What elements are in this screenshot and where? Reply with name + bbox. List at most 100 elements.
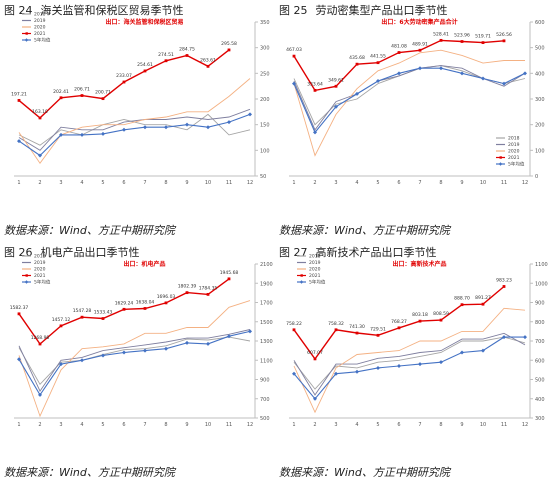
series-line-2019 [293, 332, 526, 396]
x-tick-label: 8 [164, 180, 167, 186]
data-label: 528.41 [433, 31, 449, 37]
data-point [38, 392, 42, 397]
data-label: 254.61 [137, 62, 153, 68]
data-point [481, 302, 485, 306]
data-label: 274.51 [158, 52, 174, 58]
figure-caption: 高新技术产品出口季节性 [315, 246, 437, 259]
y-tick-label: 100 [535, 148, 545, 154]
x-tick-label: 11 [226, 422, 232, 428]
x-tick-label: 8 [439, 180, 442, 186]
data-label: 741.30 [349, 324, 365, 330]
data-point [376, 365, 380, 370]
y-tick-label: 700 [535, 339, 545, 345]
legend-label: 2020 [309, 267, 321, 273]
x-tick-label: 1 [292, 422, 295, 428]
figure-title: 图 25 劳动密集型产品出口季节性 [279, 2, 448, 18]
legend-label: 2018 [508, 136, 520, 142]
data-point [248, 329, 252, 334]
data-point [292, 371, 296, 376]
x-tick-label: 2 [313, 422, 316, 428]
figure-panel-24: 图 24 海关监管和保税区贸易季节性 50 100 150 200 250 300 350 1 2… [0, 0, 275, 242]
y-tick-label: 1500 [260, 320, 273, 326]
data-point [185, 122, 189, 127]
y-tick-label: 400 [535, 71, 545, 77]
legend-marker [300, 274, 303, 277]
data-point [523, 335, 527, 340]
data-label: 803.18 [412, 312, 428, 318]
data-label: 983.23 [496, 277, 512, 283]
data-point [59, 362, 63, 367]
x-tick-label: 2 [38, 180, 41, 186]
y-tick-label: 1900 [260, 281, 273, 287]
legend-marker [24, 38, 29, 42]
x-tick-label: 5 [376, 422, 379, 428]
data-point [418, 362, 422, 367]
y-tick-label: 1000 [535, 281, 548, 287]
data-label: 1802.39 [178, 284, 197, 290]
y-tick-label: 900 [535, 301, 545, 307]
data-label: 1629.24 [115, 300, 134, 306]
x-tick-label: 3 [59, 180, 62, 186]
legend-marker [25, 32, 28, 35]
data-point [292, 328, 296, 332]
data-source: 数据来源：Wind、方正中期研究院 [4, 224, 175, 237]
y-tick-label: 1300 [260, 339, 273, 345]
data-point [439, 38, 443, 42]
data-point [38, 342, 42, 346]
y-tick-label: 150 [260, 123, 270, 129]
data-label: 263.61 [200, 57, 216, 63]
data-point [122, 80, 126, 84]
x-tick-label: 4 [355, 180, 358, 186]
x-tick-label: 3 [59, 422, 62, 428]
data-point [206, 125, 210, 130]
y-tick-label: 1100 [260, 358, 273, 364]
data-point [502, 285, 506, 288]
data-point [355, 62, 359, 66]
data-label: 284.75 [179, 46, 195, 52]
data-point [292, 54, 296, 58]
data-label: 888.70 [454, 296, 470, 302]
x-tick-label: 12 [522, 180, 528, 186]
data-point [206, 292, 210, 296]
data-point [502, 81, 506, 86]
legend-marker [25, 274, 28, 277]
data-point [502, 335, 506, 340]
figure-title: 图 24 海关监管和保税区贸易季节性 [4, 2, 184, 18]
y-tick-label: 300 [260, 46, 270, 52]
legend-label: 2018 [34, 12, 46, 18]
series-line-avg [18, 113, 251, 157]
y-tick-label: 200 [260, 97, 270, 103]
data-point [418, 66, 422, 71]
data-point [313, 130, 317, 135]
x-tick-label: 1 [17, 180, 20, 186]
data-point [122, 350, 126, 355]
data-point [59, 96, 63, 100]
legend-label: 2018 [309, 254, 321, 260]
data-point [101, 131, 105, 136]
x-tick-label: 11 [226, 180, 232, 186]
data-label: 891.27 [475, 295, 491, 301]
data-point [101, 317, 105, 320]
data-point [206, 341, 210, 346]
data-point [17, 312, 21, 316]
data-label: 349.61 [328, 77, 344, 83]
data-point [143, 307, 147, 310]
data-point [122, 307, 126, 311]
data-point [143, 125, 147, 130]
series-line-2020 [18, 300, 251, 418]
legend-label: 5年均值 [508, 161, 525, 168]
data-point [313, 88, 317, 92]
figure-panel-27: 图 27 高新技术产品出口季节性 300 400 500 600 700 800 900 100… [275, 242, 550, 484]
data-point [59, 132, 63, 137]
legend-label: 2020 [508, 149, 520, 155]
data-label: 1547.28 [73, 308, 92, 314]
legend-label: 5年均值 [34, 279, 51, 286]
data-label: 200.71 [95, 90, 111, 96]
x-tick-label: 3 [334, 422, 337, 428]
data-point [122, 127, 126, 132]
x-tick-label: 8 [439, 422, 442, 428]
data-point [376, 79, 380, 84]
data-point [481, 76, 485, 81]
